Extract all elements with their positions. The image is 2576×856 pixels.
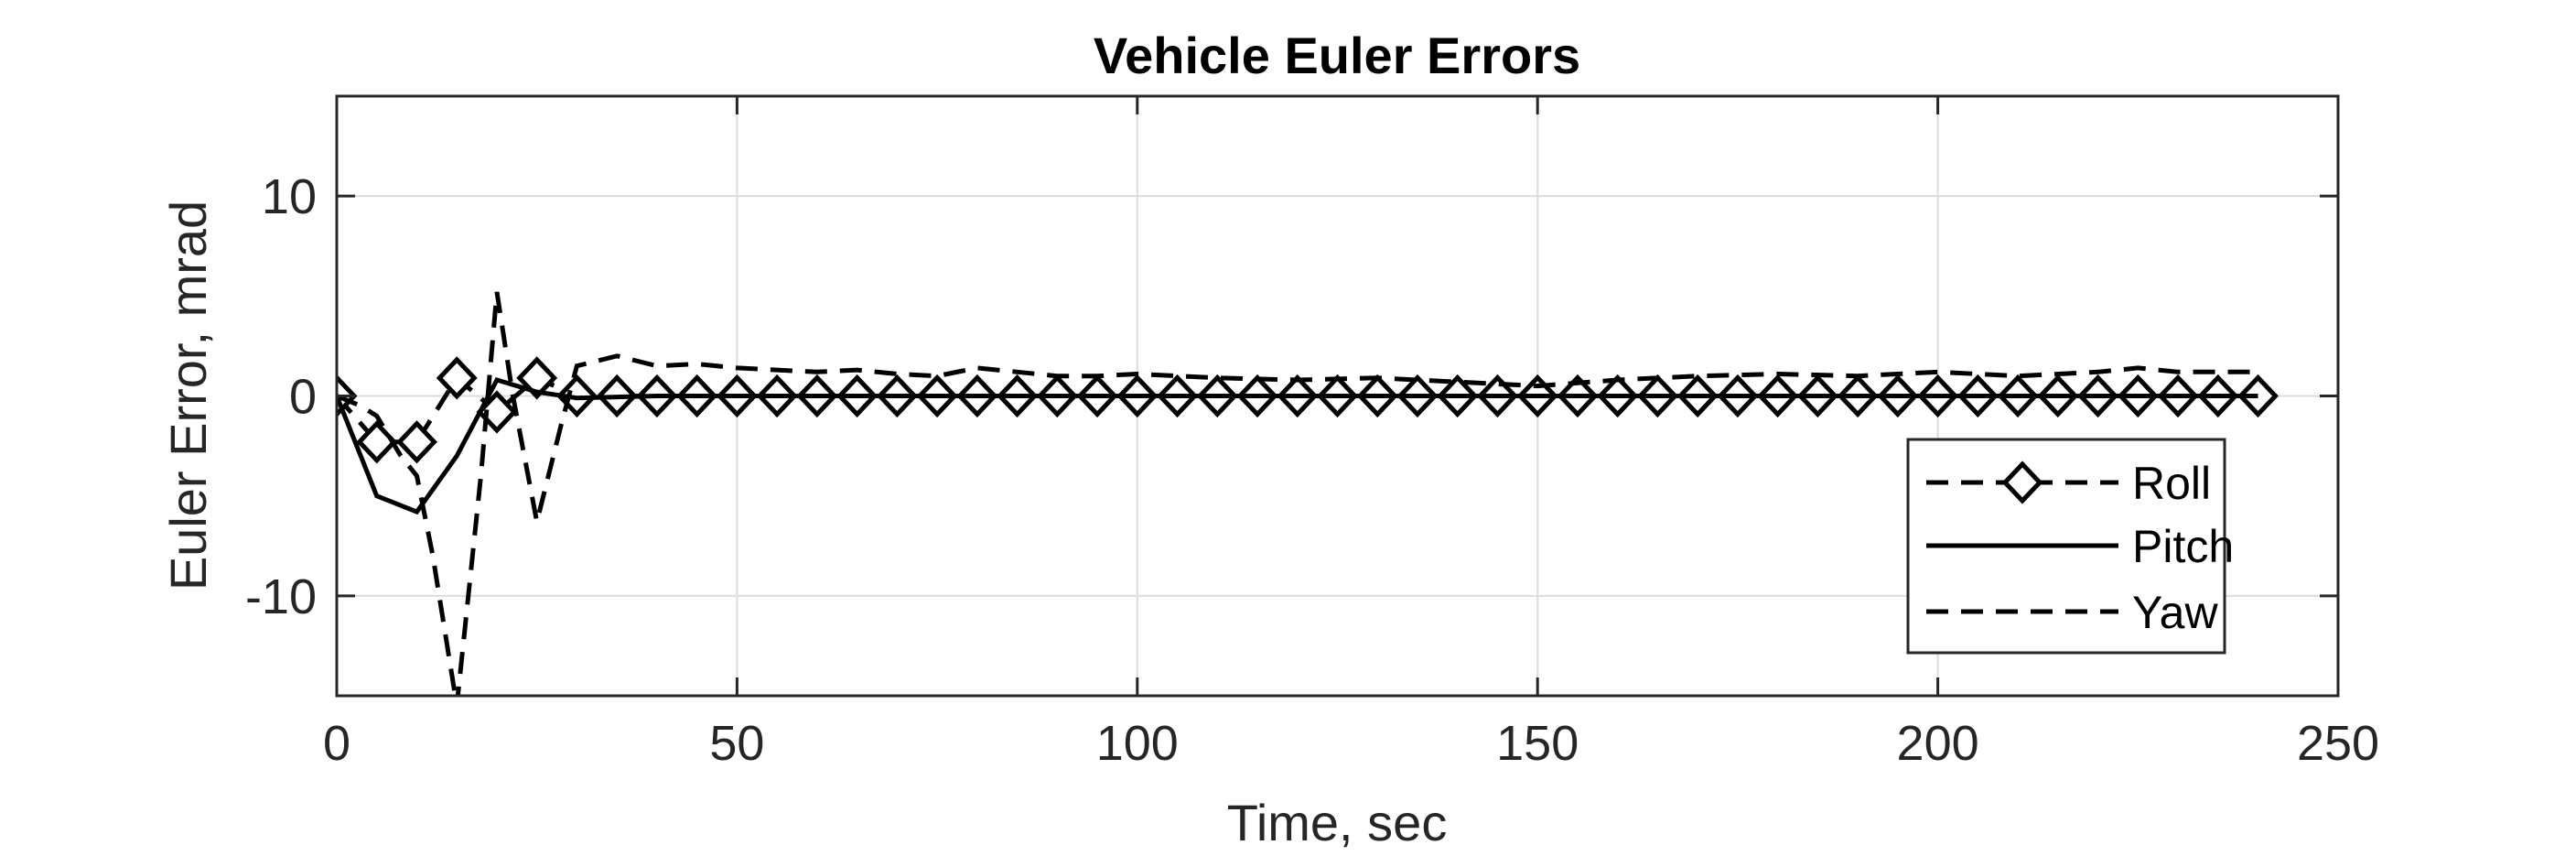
y-tick-label: 0: [289, 370, 317, 425]
x-axis-label: Time, sec: [1227, 794, 1448, 851]
tick-labels: 0 50 100 150 200 250 -10 0 10: [245, 169, 2379, 771]
legend-label-pitch: Pitch: [2132, 521, 2234, 572]
marker-roll: [436, 356, 478, 400]
x-tick-label: 250: [2297, 716, 2379, 771]
series-layer: [337, 291, 2279, 696]
marker-roll: [356, 420, 398, 464]
legend: Roll Pitch Yaw: [1906, 438, 2234, 655]
legend-label-yaw: Yaw: [2132, 587, 2218, 638]
y-tick-label: -10: [245, 569, 317, 624]
legend-entry-pitch: Pitch: [1926, 521, 2234, 572]
y-axis-label: Euler Error, mrad: [159, 200, 217, 591]
axis-ticks: [335, 96, 2340, 696]
marker-roll: [2237, 374, 2279, 418]
x-tick-label: 50: [709, 716, 764, 771]
y-tick-label: 10: [262, 169, 317, 224]
legend-entry-yaw: Yaw: [1926, 587, 2218, 638]
chart-title: Vehicle Euler Errors: [1094, 27, 1580, 84]
marker-roll: [396, 420, 437, 464]
x-tick-label: 100: [1096, 716, 1179, 771]
series-line-yaw: [337, 291, 2258, 696]
legend-entry-roll: Roll: [1926, 458, 2211, 509]
series-line-pitch: [337, 377, 2258, 515]
x-tick-label: 0: [323, 716, 350, 771]
legend-label-roll: Roll: [2132, 458, 2211, 509]
x-tick-label: 200: [1897, 716, 1979, 771]
x-tick-label: 150: [1496, 716, 1579, 771]
